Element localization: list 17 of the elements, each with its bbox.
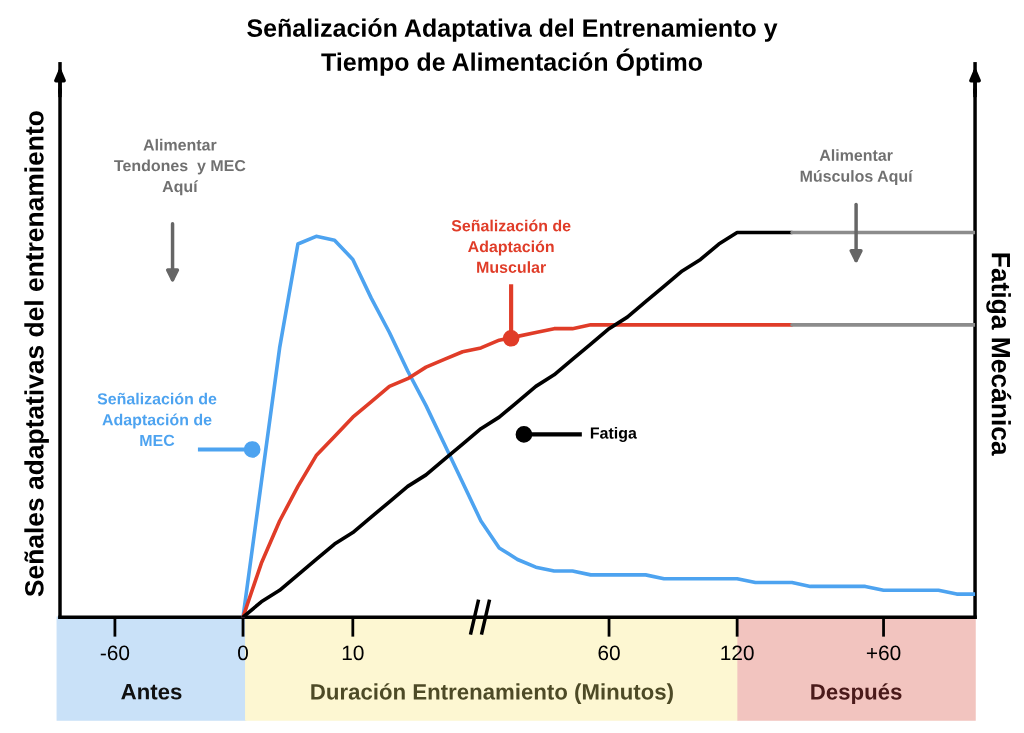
text: Alimentar Músculos Aquí [800, 149, 914, 185]
legend-label: Fatiga [590, 426, 637, 442]
text: Señalización de Adaptación Muscular [451, 219, 571, 273]
x-tick-label: 10 [342, 645, 364, 661]
text: Antes [121, 684, 182, 700]
x-tick-label: 120 [721, 645, 754, 661]
chart-title: Señalización Adaptativa del Entrenamiento y Tiempo de Alimentación Óptimo [247, 18, 778, 76]
x-tick-label: 60 [598, 645, 620, 661]
y-axis-title: Señales adaptativas del entrenamiento [24, 111, 49, 597]
x-tick-label: -60 [100, 645, 130, 661]
x-tick-label: +60 [866, 645, 901, 661]
y2-axis-title: Fatiga Mecánica [986, 253, 1012, 456]
text: Duración Entrenamiento (Minutos) [311, 683, 673, 705]
text: Alimentar Tendones y MEC Aquí [114, 138, 246, 196]
text: Después [811, 683, 902, 705]
text: Señalización de Adaptación de MEC [97, 392, 217, 447]
x-tick-label: 0 [238, 645, 248, 661]
